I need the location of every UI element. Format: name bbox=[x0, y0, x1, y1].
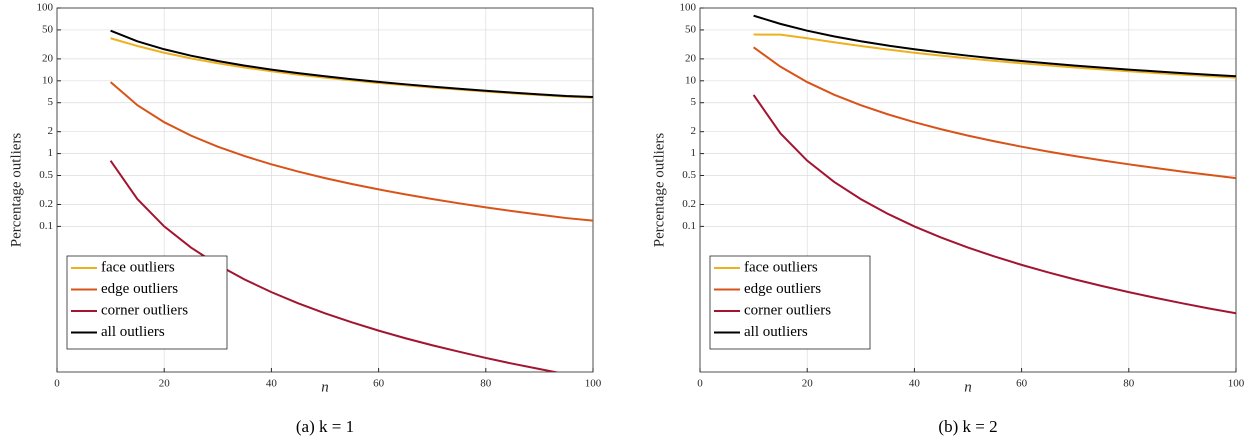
x-axis-label: n bbox=[321, 379, 329, 395]
y-tick-label: 0.5 bbox=[39, 169, 53, 181]
series-line bbox=[109, 81, 593, 222]
legend: face outliers edge outliers corner outlier… bbox=[66, 255, 228, 350]
y-tick-label: 100 bbox=[680, 2, 697, 14]
legend-label: corner outliers bbox=[744, 302, 831, 318]
y-tick-label: 100 bbox=[37, 2, 54, 14]
y-tick-label: 2 bbox=[48, 125, 54, 137]
y-tick-label: 20 bbox=[685, 52, 697, 64]
series-line bbox=[110, 29, 593, 98]
y-tick-label: 5 bbox=[691, 96, 697, 108]
x-tick-label: 40 bbox=[909, 378, 921, 390]
y-tick-label: 5 bbox=[48, 96, 54, 108]
y-tick-label: 1 bbox=[691, 147, 697, 159]
x-tick-label: 40 bbox=[266, 378, 278, 390]
lines bbox=[109, 29, 593, 372]
y-axis-label: Percentage outliers bbox=[651, 133, 667, 248]
subplot: 0.1 0.2 0.5 1 2 5 10 20 50 100 0 20 40 60 80 100 n Percen… bbox=[8, 2, 601, 436]
x-tick-label: 100 bbox=[1228, 378, 1245, 390]
y-tick-label: 0.2 bbox=[682, 198, 696, 210]
series-line bbox=[753, 33, 1236, 79]
y-tick-label: 50 bbox=[685, 23, 697, 35]
plot-frame bbox=[56, 7, 594, 373]
y-tick-label: 0.2 bbox=[39, 198, 53, 210]
series-line bbox=[110, 37, 593, 99]
legend-label: face outliers bbox=[101, 259, 175, 275]
x-tick-label: 20 bbox=[159, 378, 171, 390]
y-tick-label: 10 bbox=[42, 74, 54, 86]
legend-label: all outliers bbox=[744, 324, 808, 340]
x-axis-label: n bbox=[964, 379, 972, 395]
legend-label: face outliers bbox=[744, 259, 818, 275]
series-line bbox=[109, 160, 560, 372]
x-tick-label: 20 bbox=[802, 378, 814, 390]
x-tick-label: 100 bbox=[585, 378, 602, 390]
legend-label: corner outliers bbox=[101, 302, 188, 318]
x-tick-label: 60 bbox=[1016, 378, 1028, 390]
x-tick-label: 60 bbox=[373, 378, 385, 390]
x-tick-label: 0 bbox=[54, 378, 60, 390]
legend: face outliers edge outliers corner outlier… bbox=[709, 255, 871, 350]
y-tick-label: 0.5 bbox=[682, 169, 696, 181]
y-tick-label: 0.1 bbox=[682, 220, 696, 232]
y-tick-label: 50 bbox=[42, 23, 54, 35]
series-line bbox=[752, 94, 1236, 315]
caption: (b) k = 2 bbox=[938, 417, 997, 436]
subplot: 0.1 0.2 0.5 1 2 5 10 20 50 100 0 20 40 60 80 100 n Percen… bbox=[651, 2, 1244, 436]
legend-label: edge outliers bbox=[744, 281, 821, 297]
plot-frame bbox=[699, 7, 1237, 373]
x-tick-label: 0 bbox=[697, 378, 703, 390]
x-tick-label: 80 bbox=[480, 378, 492, 390]
y-tick-label: 0.1 bbox=[39, 220, 53, 232]
y-tick-label: 2 bbox=[691, 125, 697, 137]
legend-label: all outliers bbox=[101, 324, 165, 340]
y-axis-label: Percentage outliers bbox=[8, 133, 24, 248]
x-tick-label: 80 bbox=[1123, 378, 1135, 390]
y-tick-label: 20 bbox=[42, 52, 54, 64]
series-line bbox=[753, 14, 1236, 78]
y-tick-label: 10 bbox=[685, 74, 697, 86]
caption: (a) k = 1 bbox=[296, 417, 354, 436]
series-line bbox=[753, 46, 1236, 180]
y-tick-label: 1 bbox=[48, 147, 54, 159]
legend-label: edge outliers bbox=[101, 281, 178, 297]
lines bbox=[752, 14, 1236, 315]
